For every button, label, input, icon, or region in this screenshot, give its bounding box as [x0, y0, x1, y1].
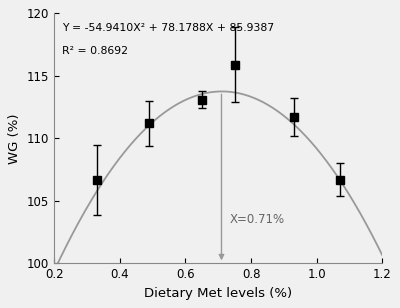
Text: R² = 0.8692: R² = 0.8692: [62, 46, 128, 56]
Text: Y = -54.9410X² + 78.1788X + 85.9387: Y = -54.9410X² + 78.1788X + 85.9387: [62, 23, 274, 33]
Text: X=0.71%: X=0.71%: [230, 213, 285, 226]
Y-axis label: WG (%): WG (%): [8, 113, 21, 164]
X-axis label: Dietary Met levels (%): Dietary Met levels (%): [144, 287, 292, 300]
